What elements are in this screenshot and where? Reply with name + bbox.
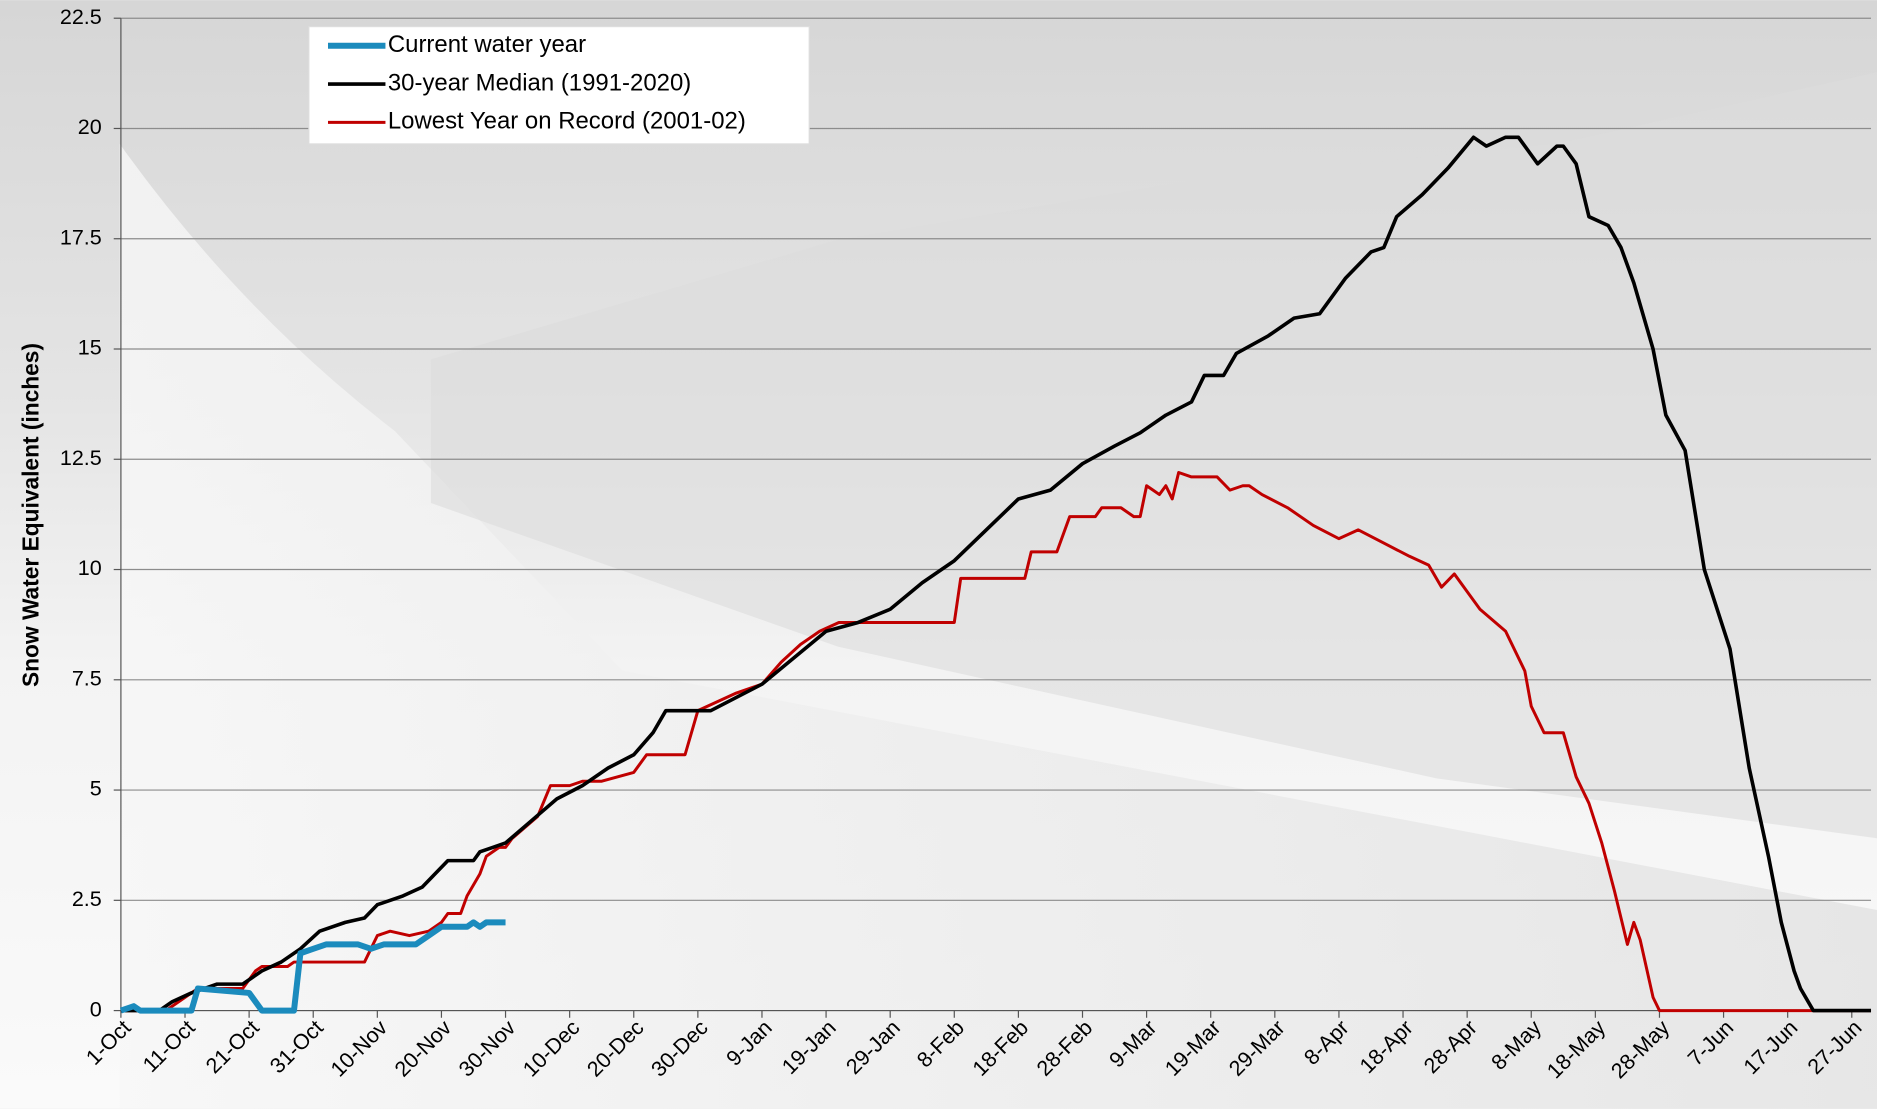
page: {"chart_data": { "type": "line", "y_labe… [0,0,1877,1109]
y-tick-label: 17.5 [60,225,102,249]
y-tick-label: 7.5 [72,666,102,690]
y-tick-label: 0 [90,997,102,1021]
y-tick-label: 15 [78,336,102,360]
y-tick-label: 12.5 [60,446,102,470]
legend-label: Lowest Year on Record (2001-02) [388,108,746,135]
y-tick-label: 10 [78,556,102,580]
y-tick-label: 2.5 [72,887,102,911]
legend-label: 30-year Median (1991-2020) [388,69,691,96]
y-tick-label: 20 [78,115,102,139]
y-tick-label: 5 [90,777,102,801]
legend-label: Current water year [388,31,586,58]
y-axis-label: Snow Water Equivalent (inches) [17,343,43,687]
chart: 02.557.51012.51517.52022.51-Oct11-Oct21-… [0,0,1877,1109]
legend: Current water year 30-year Median (1991-2… [309,27,809,144]
y-tick-label: 22.5 [60,5,102,29]
